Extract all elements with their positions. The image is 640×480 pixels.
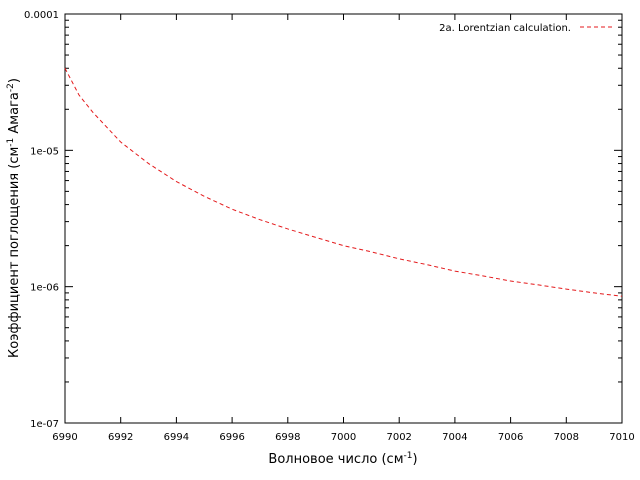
x-tick-label: 6998 bbox=[275, 432, 300, 443]
x-tick-label: 7010 bbox=[609, 432, 634, 443]
y-tick-label: 1e-07 bbox=[30, 419, 59, 430]
y-tick-label: 1e-06 bbox=[30, 283, 59, 294]
plot-frame bbox=[64, 13, 623, 424]
legend-label: 2a. Lorentzian calculation. bbox=[439, 23, 571, 34]
x-tick-label: 7000 bbox=[331, 432, 356, 443]
y-tick-label: 0.0001 bbox=[24, 10, 59, 21]
x-axis-label: Волновое число (см-1) bbox=[268, 451, 417, 467]
x-tick-label: 7008 bbox=[554, 432, 579, 443]
x-tick-label: 7004 bbox=[442, 432, 467, 443]
x-tick-label: 6996 bbox=[219, 432, 244, 443]
x-tick-label: 7002 bbox=[386, 432, 411, 443]
x-tick-label: 6992 bbox=[108, 432, 133, 443]
series-line bbox=[64, 68, 623, 297]
x-tick-label: 7006 bbox=[498, 432, 523, 443]
legend: 2a. Lorentzian calculation. bbox=[439, 23, 612, 34]
axis-ticks: 6990 6992 6994 6996 6998 7000 7002 7004 7006 7008… bbox=[24, 10, 635, 443]
y-axis-label: Коэффициент поглощения (см-1 Амага-2) bbox=[6, 78, 22, 358]
x-tick-label: 6990 bbox=[52, 432, 77, 443]
series-layer bbox=[64, 68, 623, 297]
x-tick-label: 6994 bbox=[164, 432, 189, 443]
y-tick-label: 1e-05 bbox=[30, 146, 59, 157]
